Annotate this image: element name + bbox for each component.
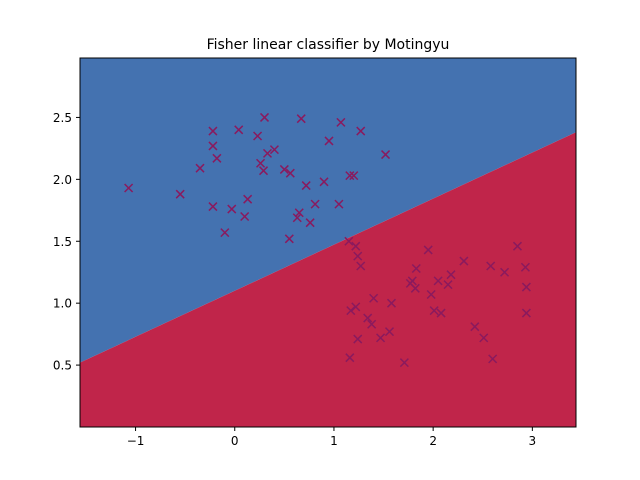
data-point-s2-21 <box>426 289 436 300</box>
y-tick-label: 1.0 <box>53 297 72 311</box>
data-point-s1-33 <box>349 171 359 181</box>
data-point-s1-32 <box>345 171 355 181</box>
data-point-s2-32 <box>500 267 510 277</box>
data-point-s2-31 <box>488 354 498 364</box>
data-point-s1-4 <box>208 126 218 136</box>
data-point-s1-22 <box>292 213 302 223</box>
data-point-s2-24 <box>436 308 446 318</box>
data-point-s1-12 <box>243 194 253 204</box>
data-point-s2-1 <box>344 236 354 246</box>
data-point-s2-22 <box>429 306 439 316</box>
data-point-s1-28 <box>319 177 329 187</box>
data-point-s2-8 <box>353 334 363 344</box>
data-point-s2-19 <box>411 263 421 274</box>
lower-class-region <box>80 132 576 428</box>
data-points <box>124 112 531 368</box>
data-point-s1-13 <box>253 131 263 141</box>
x-axis: −1 0 1 2 3 <box>127 427 536 448</box>
data-point-s1-5 <box>208 141 218 151</box>
data-point-s2-30 <box>486 261 496 271</box>
data-point-s2-34 <box>520 262 530 272</box>
data-point-s1-8 <box>220 228 230 238</box>
data-point-s2-10 <box>367 319 377 329</box>
data-point-s2-18 <box>410 283 420 293</box>
data-point-s1-3 <box>195 163 205 173</box>
data-point-s1-29 <box>324 136 334 146</box>
axes-frame <box>79 57 577 428</box>
data-point-s1-18 <box>269 145 279 155</box>
data-point-s1-31 <box>336 117 346 127</box>
data-point-s2-20 <box>423 245 433 255</box>
y-tick-label: 2.0 <box>53 173 72 187</box>
data-point-s2-5 <box>345 353 355 363</box>
data-point-s1-7 <box>208 202 218 212</box>
data-point-s1-15 <box>258 166 269 176</box>
y-tick-label: 2.5 <box>53 111 72 125</box>
data-point-s2-28 <box>470 322 480 332</box>
data-point-s2-23 <box>433 276 443 286</box>
data-point-s1-17 <box>262 148 273 158</box>
data-point-s2-6 <box>346 306 356 316</box>
upper-class-region <box>80 58 576 363</box>
data-point-s2-33 <box>512 241 523 251</box>
data-point-s2-17 <box>407 276 417 286</box>
data-point-s2-36 <box>521 308 531 318</box>
data-point-s2-27 <box>459 256 469 266</box>
data-point-s1-6 <box>212 153 222 163</box>
data-point-s2-35 <box>521 282 531 292</box>
y-axis: 0.5 1.0 1.5 2.0 2.5 <box>53 111 80 373</box>
data-point-s1-34 <box>356 126 366 136</box>
data-point-s2-3 <box>353 251 363 261</box>
data-point-s1-20 <box>285 168 295 178</box>
data-point-s1-10 <box>234 125 244 135</box>
data-point-s2-11 <box>369 293 379 303</box>
data-point-s1-24 <box>296 114 306 124</box>
data-point-s1-26 <box>305 218 315 228</box>
data-point-s2-14 <box>386 298 397 308</box>
y-tick-label: 1.5 <box>53 235 72 249</box>
data-point-s1-11 <box>240 211 250 222</box>
data-point-s1-16 <box>259 112 270 122</box>
y-tick-label: 0.5 <box>53 359 72 373</box>
data-point-s2-9 <box>363 313 373 323</box>
data-point-s2-26 <box>446 270 456 280</box>
plot-area: −1 0 1 2 3 0.5 1.0 1.5 2.0 2.5 <box>53 57 577 448</box>
x-tick-label: 2 <box>429 434 437 448</box>
x-tick-label: 3 <box>529 434 537 448</box>
data-point-s1-19 <box>279 164 289 174</box>
data-point-s2-2 <box>351 241 361 251</box>
data-point-s2-7 <box>351 302 361 312</box>
data-point-s1-23 <box>294 208 304 218</box>
x-tick-label: 1 <box>330 434 338 448</box>
x-tick-label: 0 <box>231 434 239 448</box>
data-point-s1-27 <box>310 199 320 209</box>
chart-title: Fisher linear classifier by Motingyu <box>207 37 450 53</box>
data-point-s1-2 <box>175 189 185 199</box>
data-point-s1-35 <box>381 150 391 160</box>
data-point-s2-25 <box>443 280 453 290</box>
data-point-s1-21 <box>284 234 294 244</box>
data-point-s2-13 <box>384 327 395 337</box>
data-point-s2-15 <box>399 358 409 368</box>
data-point-s2-29 <box>479 333 489 343</box>
data-point-s1-14 <box>256 158 266 168</box>
data-point-s1-30 <box>334 199 344 209</box>
data-point-s1-9 <box>227 204 237 214</box>
data-point-s1-25 <box>301 181 311 191</box>
data-point-s1-1 <box>124 183 134 193</box>
data-point-s2-4 <box>356 261 366 271</box>
data-point-s2-12 <box>376 333 386 343</box>
x-tick-label: −1 <box>127 434 145 448</box>
